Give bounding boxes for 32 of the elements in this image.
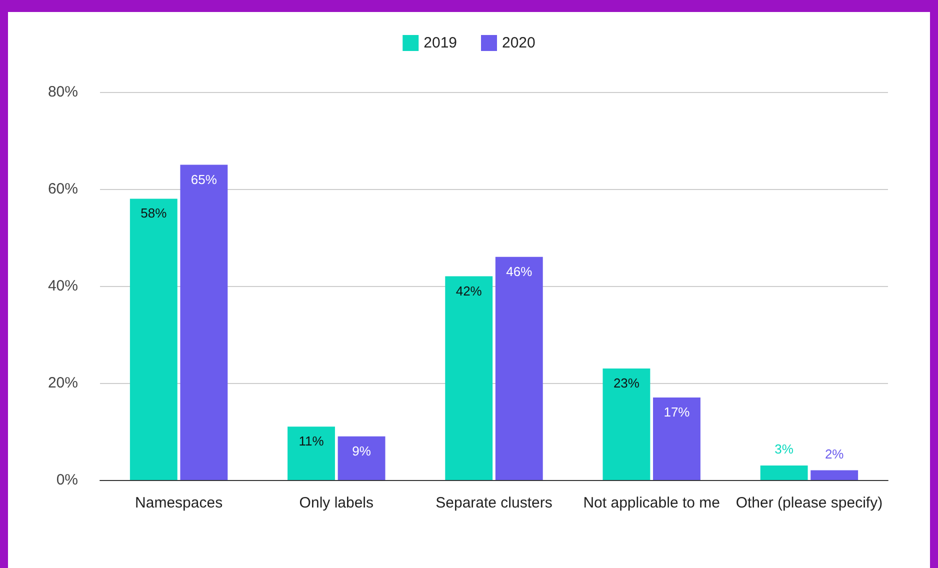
- data-label: 46%: [506, 264, 533, 279]
- data-label: 58%: [140, 206, 168, 221]
- x-tick-label: Not applicable to me: [583, 494, 720, 512]
- bar: [495, 256, 543, 480]
- bar: [760, 465, 808, 480]
- bar: [338, 436, 386, 480]
- data-label: 42%: [456, 283, 482, 298]
- data-label: 65%: [190, 172, 218, 187]
- bar: [445, 276, 493, 480]
- y-tick-label: 60%: [48, 180, 78, 198]
- bar: [653, 398, 700, 480]
- data-label: 9%: [352, 443, 372, 458]
- x-tick-label: Namespaces: [135, 494, 223, 512]
- data-label: 23%: [613, 375, 640, 390]
- bar: [810, 470, 858, 480]
- bar: [130, 198, 178, 480]
- y-tick-label: 80%: [48, 84, 78, 100]
- data-label: 3%: [774, 441, 794, 456]
- legend-label: 2019: [424, 34, 458, 52]
- bar: [602, 368, 650, 480]
- bar: [288, 426, 335, 480]
- legend-label: 2020: [502, 34, 536, 52]
- data-label: 17%: [664, 404, 690, 420]
- data-label: 2%: [824, 446, 844, 462]
- y-tick-label: 20%: [48, 374, 78, 392]
- x-tick-label: Separate clusters: [436, 494, 552, 512]
- y-tick-label: 0%: [56, 472, 78, 488]
- y-tick-label: 40%: [48, 278, 78, 294]
- data-label: 11%: [298, 434, 324, 449]
- x-tick-label: Other (please specify): [736, 494, 883, 512]
- x-tick-label: Only labels: [299, 494, 374, 512]
- bar: [180, 164, 228, 480]
